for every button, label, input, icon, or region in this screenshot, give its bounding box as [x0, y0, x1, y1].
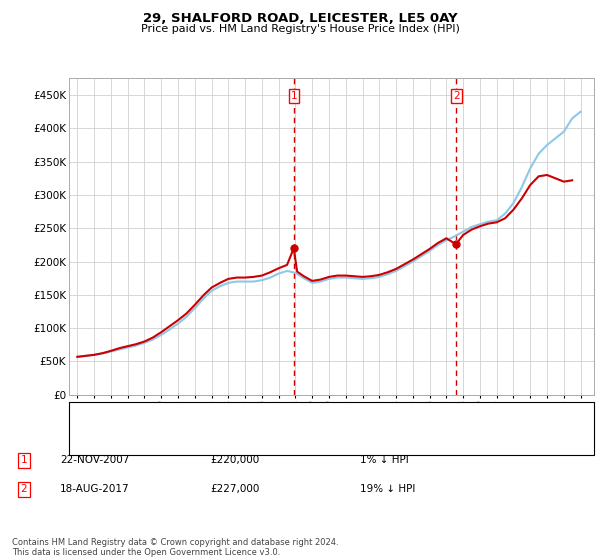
FancyBboxPatch shape — [69, 402, 594, 455]
Text: 2: 2 — [453, 91, 460, 101]
Text: 29, SHALFORD ROAD, LEICESTER, LE5 0AY: 29, SHALFORD ROAD, LEICESTER, LE5 0AY — [143, 12, 457, 25]
Text: 29, SHALFORD ROAD, LEICESTER, LE5 0AY (detached house): 29, SHALFORD ROAD, LEICESTER, LE5 0AY (d… — [113, 410, 428, 421]
Text: Price paid vs. HM Land Registry's House Price Index (HPI): Price paid vs. HM Land Registry's House … — [140, 24, 460, 34]
Text: 1: 1 — [20, 455, 28, 465]
Text: 19% ↓ HPI: 19% ↓ HPI — [360, 484, 415, 494]
Text: 18-AUG-2017: 18-AUG-2017 — [60, 484, 130, 494]
Text: £227,000: £227,000 — [210, 484, 259, 494]
Text: £220,000: £220,000 — [210, 455, 259, 465]
Text: 22-NOV-2007: 22-NOV-2007 — [60, 455, 130, 465]
Text: 1% ↓ HPI: 1% ↓ HPI — [360, 455, 409, 465]
Text: Contains HM Land Registry data © Crown copyright and database right 2024.
This d: Contains HM Land Registry data © Crown c… — [12, 538, 338, 557]
Text: HPI: Average price, detached house, Leicester: HPI: Average price, detached house, Leic… — [113, 436, 354, 446]
Text: 2: 2 — [20, 484, 28, 494]
Text: 1: 1 — [290, 91, 297, 101]
